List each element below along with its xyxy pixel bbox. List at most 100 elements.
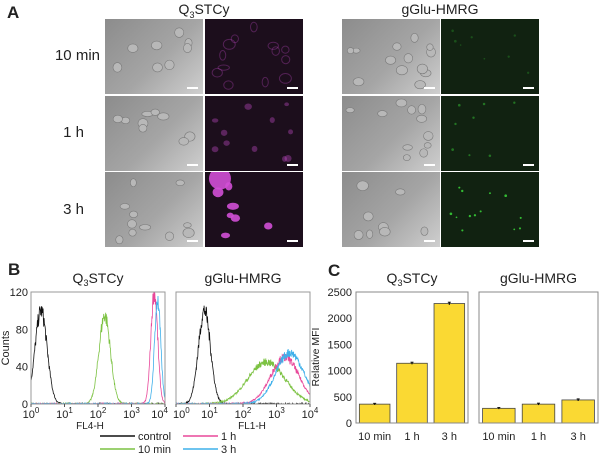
cell-mark <box>451 29 454 33</box>
bar-10min <box>482 407 516 424</box>
cell-mark <box>261 76 269 88</box>
cell-mark <box>226 202 239 210</box>
cell-mark <box>151 40 163 51</box>
q3stcy-fluorescence-image-1h <box>205 96 303 171</box>
cell-mark <box>356 180 369 191</box>
cell-mark <box>211 67 223 78</box>
plot-frame <box>30 291 166 405</box>
q3stcy-brightfield-image-3h <box>105 172 203 247</box>
cell-mark <box>284 154 292 162</box>
scale-bar <box>424 240 435 242</box>
cell-mark <box>453 39 457 43</box>
cell-mark <box>449 212 453 216</box>
cell-mark <box>457 103 461 107</box>
cell-mark <box>183 222 192 229</box>
cell-mark <box>165 231 174 241</box>
cell-mark <box>220 129 228 136</box>
histogram-series-10min <box>31 312 165 404</box>
tick-exponent: 3 <box>280 406 285 415</box>
cell-mark <box>282 156 288 162</box>
scale-bar <box>187 164 198 166</box>
cell-mark <box>366 229 374 239</box>
cell-mark <box>526 71 530 74</box>
cell-mark <box>419 148 429 158</box>
scale-bar <box>424 87 435 89</box>
cell-mark <box>251 145 258 153</box>
cell-mark <box>414 80 426 90</box>
gglu-brightfield-image-1h <box>342 96 440 171</box>
y-tick-label: 2500 <box>328 287 352 299</box>
x-tick-label: 104 <box>302 406 319 421</box>
cell-mark <box>164 59 175 70</box>
panel-c-label: C <box>328 261 340 280</box>
cell-mark <box>225 182 233 191</box>
tick-exponent: 4 <box>314 406 319 415</box>
cell-mark <box>423 131 434 141</box>
tick-exponent: 4 <box>164 406 169 415</box>
histogram-series-1h <box>176 352 310 404</box>
cell-mark <box>423 142 432 149</box>
cell-mark <box>379 227 391 237</box>
x-tick-label: 101 <box>56 406 73 421</box>
cell-mark <box>459 44 462 46</box>
tick-exponent: 0 <box>185 406 190 415</box>
bar-1h <box>521 403 556 424</box>
bar-3h <box>561 399 595 424</box>
cell-mark <box>479 210 482 213</box>
cell-mark <box>451 148 454 151</box>
bar-1h <box>396 362 428 424</box>
cell-mark <box>377 110 388 118</box>
cell-mark <box>352 77 365 87</box>
cell-mark <box>420 226 429 236</box>
cell-mark <box>363 211 374 222</box>
legend-label: control <box>138 431 171 443</box>
x-category-label: 1 h <box>404 431 419 443</box>
q3stcy-brightfield-image-10min <box>105 19 203 94</box>
cell-mark <box>220 232 231 239</box>
scale-bar <box>287 164 298 166</box>
cell-mark <box>150 108 160 116</box>
cell-mark <box>230 34 239 44</box>
y-tick-label: 1500 <box>328 339 352 351</box>
cell-mark <box>217 64 230 71</box>
tick-base: 10 <box>235 409 247 421</box>
cell-mark <box>139 224 152 231</box>
gglu-fluorescence-image-10min <box>441 19 539 94</box>
legend-label: 10 min <box>138 444 171 455</box>
plot-frame <box>478 291 599 424</box>
q3stcy-brightfield-image-1h <box>105 96 203 171</box>
bar-3h <box>433 303 466 424</box>
cell-mark <box>395 65 408 76</box>
panel-a-title-q3stcy: Q3STCy <box>154 1 254 20</box>
x-axis-label: FL4-H <box>76 421 104 432</box>
cell-mark <box>345 107 355 114</box>
scale-bar <box>523 240 534 242</box>
tick-exponent: 2 <box>102 406 107 415</box>
legend-label: 3 h <box>221 444 236 455</box>
cell-mark <box>426 43 434 51</box>
cell-mark <box>504 194 508 198</box>
gglu-brightfield-image-3h <box>342 172 440 247</box>
cell-mark <box>115 235 124 245</box>
cell-mark <box>472 116 475 119</box>
x-tick-label: 103 <box>268 406 285 421</box>
histogram-title: gGlu-HMRG <box>204 270 281 286</box>
tick-exponent: 1 <box>213 406 218 415</box>
panel-a-label: A <box>7 3 20 22</box>
cell-mark <box>175 179 185 187</box>
gglu-fluorescence-image-1h <box>441 96 539 171</box>
cell-mark <box>269 117 275 123</box>
cell-mark <box>458 186 461 189</box>
tick-base: 10 <box>268 409 280 421</box>
x-tick-label: 101 <box>201 406 218 421</box>
cell-mark <box>223 140 230 146</box>
cell-mark <box>461 189 464 193</box>
cell-mark <box>223 80 234 90</box>
cell-mark <box>473 214 477 217</box>
title-main: Q <box>178 1 190 17</box>
cell-mark <box>470 36 473 39</box>
cell-mark <box>402 154 411 161</box>
cell-mark <box>402 144 413 151</box>
cell-mark <box>281 45 290 54</box>
